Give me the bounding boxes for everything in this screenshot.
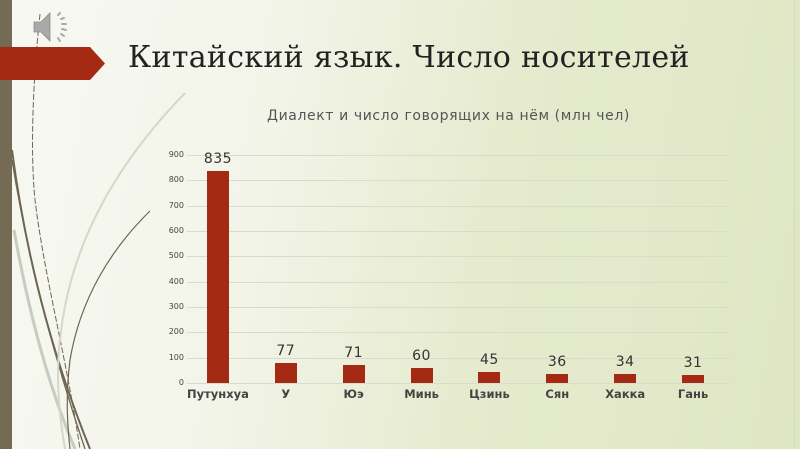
bar [478,371,501,383]
y-tick-label: 700 [168,200,184,210]
gridline [187,332,730,334]
x-category-label: Сян [545,387,570,401]
gridline [187,307,730,308]
y-tick-label: 100 [168,352,184,362]
data-label: 77 [276,343,296,360]
gridline [187,155,730,156]
x-category-label: Хакка [605,387,646,401]
data-label: 71 [344,345,364,361]
side-accent-bar [0,0,12,449]
x-category-label: Гань [677,387,709,401]
y-tick-label: 200 [168,327,184,337]
bar [410,367,433,383]
x-category-label: У [281,387,291,401]
chart-title: Диалект и число говорящих на нём (млн че… [267,108,630,124]
gridline [187,256,730,258]
slide-title: Китайский язык. Число носителей [128,40,690,75]
decorative-curves [11,13,186,449]
data-label: 34 [615,354,635,371]
y-tick-label: 600 [168,226,184,235]
data-label: 60 [412,347,431,364]
gridline [187,231,730,232]
x-category-label: Путунхуа [186,387,249,401]
bar [546,373,569,383]
bar [274,363,297,383]
y-tick-label: 300 [168,302,184,311]
data-label: 31 [683,355,703,372]
data-label: 835 [203,151,233,168]
gridline [187,357,730,359]
data-label: 45 [480,351,499,368]
bar [206,171,229,383]
speaker-icon[interactable] [30,8,72,46]
gridline [187,180,730,182]
right-edge-line [794,0,795,449]
y-tick-label: 800 [168,175,184,185]
bar [614,374,637,383]
bar [342,365,365,383]
y-tick-label: 500 [168,251,184,261]
arrow-banner-icon [0,47,105,80]
gridline [187,281,730,283]
gridline [187,205,730,207]
y-tick-label: 0 [178,378,184,387]
x-category-label: Минь [404,387,439,401]
bar [682,375,705,383]
x-category-label: Юэ [343,387,364,401]
x-category-label: Цзинь [469,387,510,401]
gridline [187,383,730,384]
y-tick-label: 900 [168,150,184,159]
data-label: 36 [547,353,567,370]
y-tick-label: 400 [168,276,184,286]
